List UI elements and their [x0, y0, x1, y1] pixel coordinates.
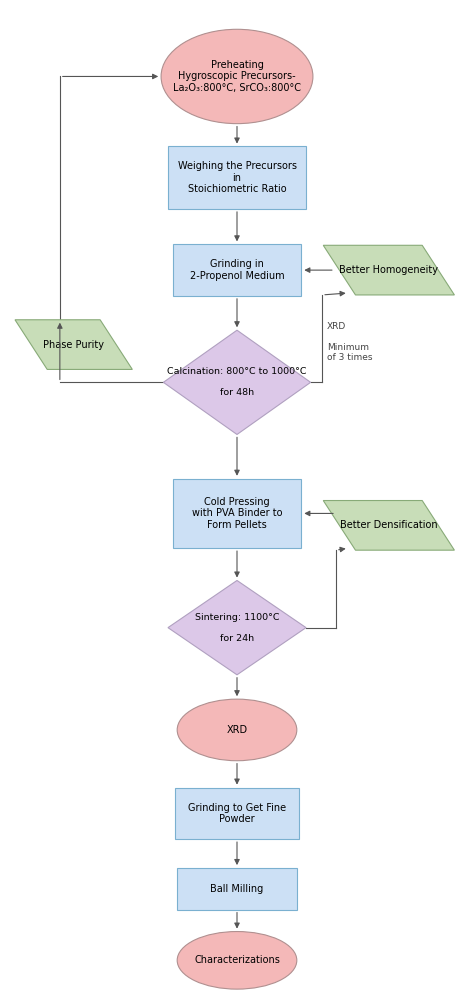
Ellipse shape — [177, 699, 297, 760]
Bar — [177, 868, 297, 909]
Text: Preheating
Hygroscopic Precursors-
La₂O₃:800°C, SrCO₃:800°C: Preheating Hygroscopic Precursors- La₂O₃… — [173, 59, 301, 93]
Text: Calcination: 800°C to 1000°C

for 48h: Calcination: 800°C to 1000°C for 48h — [167, 368, 307, 397]
Bar — [173, 478, 301, 548]
Text: Sintering: 1100°C

for 24h: Sintering: 1100°C for 24h — [195, 612, 279, 642]
Polygon shape — [323, 500, 455, 550]
Bar — [168, 146, 306, 209]
Bar — [175, 787, 299, 839]
Bar — [173, 245, 301, 296]
Text: Better Homogeneity: Better Homogeneity — [339, 265, 438, 275]
Ellipse shape — [161, 29, 313, 124]
Polygon shape — [168, 580, 306, 675]
Text: XRD: XRD — [327, 322, 346, 331]
Ellipse shape — [177, 931, 297, 989]
Text: Better Densification: Better Densification — [340, 521, 438, 531]
Text: Phase Purity: Phase Purity — [43, 339, 104, 349]
Text: XRD: XRD — [227, 725, 247, 735]
Text: Grinding to Get Fine
Powder: Grinding to Get Fine Powder — [188, 803, 286, 824]
Polygon shape — [323, 246, 455, 295]
Polygon shape — [164, 330, 310, 434]
Text: Minimum
of 3 times: Minimum of 3 times — [327, 342, 372, 363]
Text: Grinding in
2-Propenol Medium: Grinding in 2-Propenol Medium — [190, 260, 284, 281]
Text: Characterizations: Characterizations — [194, 956, 280, 966]
Text: Ball Milling: Ball Milling — [210, 884, 264, 894]
Polygon shape — [15, 320, 132, 370]
Text: Cold Pressing
with PVA Binder to
Form Pellets: Cold Pressing with PVA Binder to Form Pe… — [192, 496, 282, 530]
Text: Weighing the Precursors
in
Stoichiometric Ratio: Weighing the Precursors in Stoichiometri… — [177, 161, 297, 194]
